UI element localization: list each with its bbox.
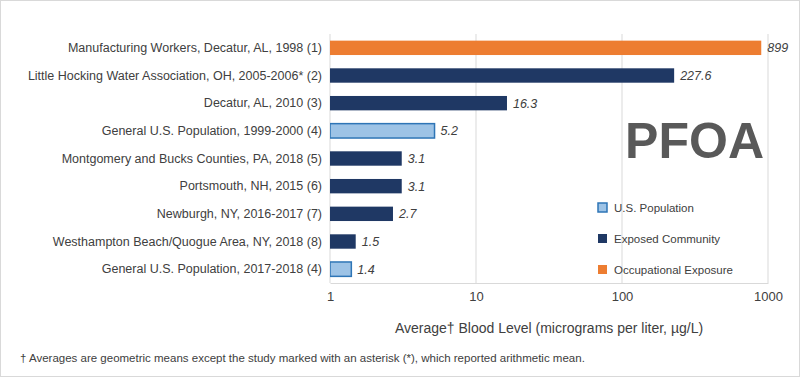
x-tick-label: 1000 [754,289,783,304]
y-tick-label: Montgomery and Bucks Counties, PA, 2018 … [62,152,322,166]
data-label: 3.1 [408,180,425,194]
grid [330,34,768,283]
y-tick-label: Little Hocking Water Association, OH, 20… [28,69,322,83]
legend-swatch [598,234,607,243]
chart: 1 10 100 1000 Manufacturing Workers, Decatur… [0,0,800,377]
x-axis-line [331,283,769,284]
bar [330,207,393,221]
legend-label: U.S. Population [614,202,694,214]
title: PFOA [625,113,764,169]
y-tick-label: Decatur, AL, 2010 (3) [204,96,322,110]
y-tick: Little Hocking Water Association, OH, 20… [28,69,330,83]
bar [330,234,356,248]
y-tick: General U.S. Population, 2017-2018 (4) [102,262,330,276]
y-tick: Montgomery and Bucks Counties, PA, 2018 … [62,152,330,166]
x-tick: 1 [327,283,334,304]
legend-item: Exposed Community [598,233,720,245]
legend-swatch [598,203,607,212]
x-axis-title: Average† Blood Level (micrograms per lit… [395,320,703,336]
bar [330,124,435,138]
bar [330,41,761,55]
legend-item: U.S. Population [598,202,694,214]
legend: U.S. Population Exposed Community Occupati… [598,202,733,276]
bar [330,262,351,276]
y-tick: Decatur, AL, 2010 (3) [204,96,330,110]
y-tick: Newburgh, NY, 2016-2017 (7) [157,207,330,221]
data-label: 2.7 [398,207,417,221]
y-tick-label: Newburgh, NY, 2016-2017 (7) [157,207,322,221]
data-label: 899 [767,41,788,55]
x-tick: 100 [612,283,634,304]
bar [330,151,402,165]
data-label: 5.2 [441,124,458,138]
data-label: 227.6 [679,69,711,83]
bar [330,96,507,110]
x-tick: 10 [469,283,483,304]
bar [330,68,674,82]
data-label: 1.5 [362,235,379,249]
y-tick-label: Westhampton Beach/Quogue Area, NY, 2018 … [53,235,322,249]
legend-label: Occupational Exposure [614,264,733,276]
y-axis: Manufacturing Workers, Decatur, AL, 1998… [28,41,330,276]
y-tick-label: General U.S. Population, 2017-2018 (4) [102,262,322,276]
data-labels: 5.2 1.4 227.6 16.3 3.1 3.1 2.7 1.5 899 [357,41,788,276]
y-tick-label: Portsmouth, NH, 2015 (6) [180,179,322,193]
x-tick-label: 10 [469,289,483,304]
chart-border [1,1,800,377]
y-tick-label: Manufacturing Workers, Decatur, AL, 1998… [68,41,322,55]
bar [330,179,402,193]
x-tick: 1000 [754,283,783,304]
legend-item: Occupational Exposure [598,264,733,276]
x-tick-label: 100 [612,289,634,304]
data-label: 1.4 [357,263,374,277]
grid-line [768,34,769,283]
y-tick: General U.S. Population, 1999-2000 (4) [102,124,330,138]
y-tick: Portsmouth, NH, 2015 (6) [180,179,330,193]
x-tick-label: 1 [327,289,334,304]
x-axis: 1 10 100 1000 [327,283,783,304]
plot: 1 10 100 1000 Manufacturing Workers, Decatur… [28,34,788,304]
footnote: † Averages are geometric means except th… [20,352,585,364]
y-tick-label: General U.S. Population, 1999-2000 (4) [102,124,322,138]
data-label: 3.1 [408,152,425,166]
y-tick: Westhampton Beach/Quogue Area, NY, 2018 … [53,235,330,249]
data-label: 16.3 [513,97,537,111]
y-tick: Manufacturing Workers, Decatur, AL, 1998… [68,41,330,55]
legend-label: Exposed Community [614,233,720,245]
legend-swatch [598,265,607,274]
